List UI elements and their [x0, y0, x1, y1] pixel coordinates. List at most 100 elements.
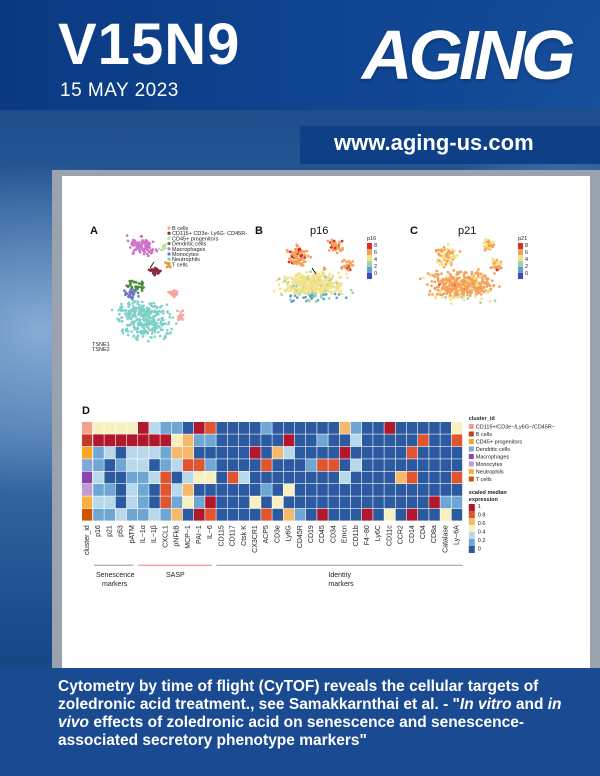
heatmap-column-label: Ly6C	[375, 525, 382, 541]
tsne-cell-point	[164, 322, 167, 326]
panel-c-cell-point	[443, 278, 447, 282]
panel-c-cell-point	[445, 292, 449, 295]
heatmap-cell	[429, 422, 440, 434]
panel-b-cell-point	[296, 288, 300, 292]
heatmap-cell	[294, 508, 306, 521]
heatmap-cell	[283, 484, 295, 496]
panel-c-cell-point	[478, 275, 482, 279]
panel-c-cell-point	[491, 257, 494, 261]
panel-b-scale-swatch	[367, 261, 372, 267]
panel-b-cell-point	[333, 246, 337, 250]
heatmap-column-label: CD8a	[431, 525, 438, 543]
heatmap-cell	[227, 471, 239, 484]
panel-b-cell-point	[329, 290, 333, 293]
panel-b-cell-point	[297, 276, 301, 280]
panel-c-cell-point	[468, 294, 472, 298]
panel-c-cell-point	[470, 279, 473, 283]
heatmap-cell	[406, 459, 418, 471]
caption-italic-1: In vitro	[459, 696, 512, 713]
heatmap-cell	[205, 434, 216, 447]
tsne-cell-point	[150, 250, 154, 254]
heatmap-cell	[272, 446, 283, 459]
tsne-cell-point	[138, 303, 141, 307]
panel-c-cell-point	[439, 293, 442, 297]
heatmap-cell	[317, 422, 328, 434]
panel-c-cell-point	[458, 279, 461, 282]
heatmap-cell	[384, 446, 395, 459]
tsne-cell-point	[179, 310, 183, 314]
heatmap-cell	[227, 446, 239, 459]
panel-b-cell-point	[277, 277, 281, 281]
panel-c-cell-point	[478, 287, 482, 290]
tsne-cell-point	[145, 239, 149, 243]
heatmap-cell	[362, 484, 373, 496]
tsne-cell-point	[144, 329, 148, 333]
heatmap-cell	[350, 446, 362, 459]
panel-c-cell-point	[495, 268, 499, 272]
heatmap-column-label: CCR2	[398, 525, 405, 544]
heatmap-cell	[294, 422, 306, 434]
panel-b-cell-point	[339, 249, 342, 253]
panel-b-cell-point	[323, 286, 327, 290]
panel-c-cell-point	[451, 250, 455, 254]
heatmap-cell	[362, 422, 373, 434]
heatmap-cell	[194, 446, 205, 459]
heatmap-cell	[126, 446, 138, 459]
heatmap-cell	[93, 496, 104, 509]
panel-b-cell-point	[294, 247, 298, 251]
panel-b-cell-point	[287, 260, 291, 264]
tsne-cell-point	[136, 330, 139, 334]
heatmap-cell	[205, 484, 216, 496]
tsne-cell-point	[147, 316, 151, 320]
heatmap-cell	[149, 484, 160, 496]
panel-b-cell-point	[288, 257, 291, 261]
panel-c-cell-point	[488, 299, 492, 303]
panel-b-cell-point	[329, 278, 332, 281]
panel-c-cell-point	[458, 270, 462, 274]
identity-group-label-1: Identity	[328, 572, 351, 579]
heatmap-cell	[250, 496, 261, 509]
panel-b-cell-point	[305, 284, 309, 288]
tsne-cell-point	[128, 323, 132, 327]
panel-b-title: p16	[310, 225, 328, 237]
panel-b-cell-point	[350, 263, 354, 267]
heatmap-cell	[406, 434, 418, 447]
heatmap-cell	[272, 459, 283, 471]
panel-b-cell-point	[337, 271, 340, 275]
tsne-cell-point	[122, 309, 125, 312]
tsne-cell-point	[142, 252, 146, 256]
heatmap-cell	[294, 496, 306, 509]
senescence-group-label-2: markers	[102, 581, 128, 588]
heatmap-cell	[227, 422, 239, 434]
heatmap-cell	[216, 484, 227, 496]
panel-b-cell-point	[328, 272, 331, 276]
tsne-cell-point	[153, 335, 156, 338]
panel-c-cell-point	[448, 262, 452, 266]
panel-b-cell-point	[322, 266, 326, 270]
panel-b-cell-point	[277, 283, 281, 287]
heatmap-cell	[451, 422, 463, 434]
panel-b-cell-point	[322, 268, 326, 271]
journal-url[interactable]: www.aging-us.com	[334, 130, 534, 155]
panel-c-cell-point	[487, 244, 491, 247]
panel-b-cell-point	[303, 290, 306, 294]
heatmap-column-label: cluster_id	[84, 525, 91, 555]
scale-tick: 1	[478, 504, 481, 510]
heatmap-cell	[440, 434, 451, 447]
panel-c-cell-point	[454, 280, 458, 283]
heatmap-cell	[395, 459, 407, 471]
panel-b-cell-point	[327, 248, 331, 252]
scale-tick: 0.2	[478, 538, 486, 544]
caption-text-3: effects of zoledronic acid on senescence…	[58, 714, 525, 749]
panel-c-cell-point	[498, 266, 502, 270]
panel-c-cell-point	[496, 261, 500, 265]
heatmap-cell	[395, 484, 407, 496]
panel-b-cell-point	[309, 284, 312, 288]
panel-c-cell-point	[470, 277, 474, 281]
heatmap-cell	[328, 446, 339, 459]
heatmap-cell	[350, 434, 362, 447]
heatmap-cell	[205, 508, 216, 521]
heatmap-cluster-cell	[82, 496, 93, 509]
heatmap-cell	[283, 422, 295, 434]
tsne-cell-point	[143, 250, 147, 254]
